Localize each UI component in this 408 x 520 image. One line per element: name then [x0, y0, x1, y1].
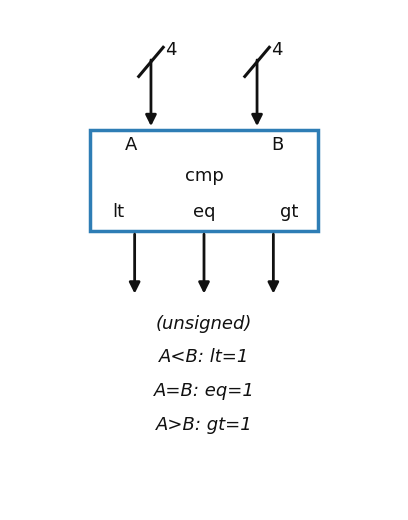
Text: A: A: [124, 136, 137, 154]
Text: (unsigned): (unsigned): [156, 315, 252, 333]
Text: 4: 4: [165, 42, 177, 59]
Text: A<B: lt=1: A<B: lt=1: [159, 348, 249, 367]
Text: lt: lt: [112, 203, 124, 221]
Text: 4: 4: [271, 42, 283, 59]
Text: eq: eq: [193, 203, 215, 221]
Text: cmp: cmp: [184, 166, 224, 185]
Text: A=B: eq=1: A=B: eq=1: [153, 382, 255, 400]
Text: A>B: gt=1: A>B: gt=1: [155, 416, 253, 434]
Text: B: B: [271, 136, 284, 154]
FancyBboxPatch shape: [90, 130, 318, 231]
Text: gt: gt: [280, 203, 299, 221]
